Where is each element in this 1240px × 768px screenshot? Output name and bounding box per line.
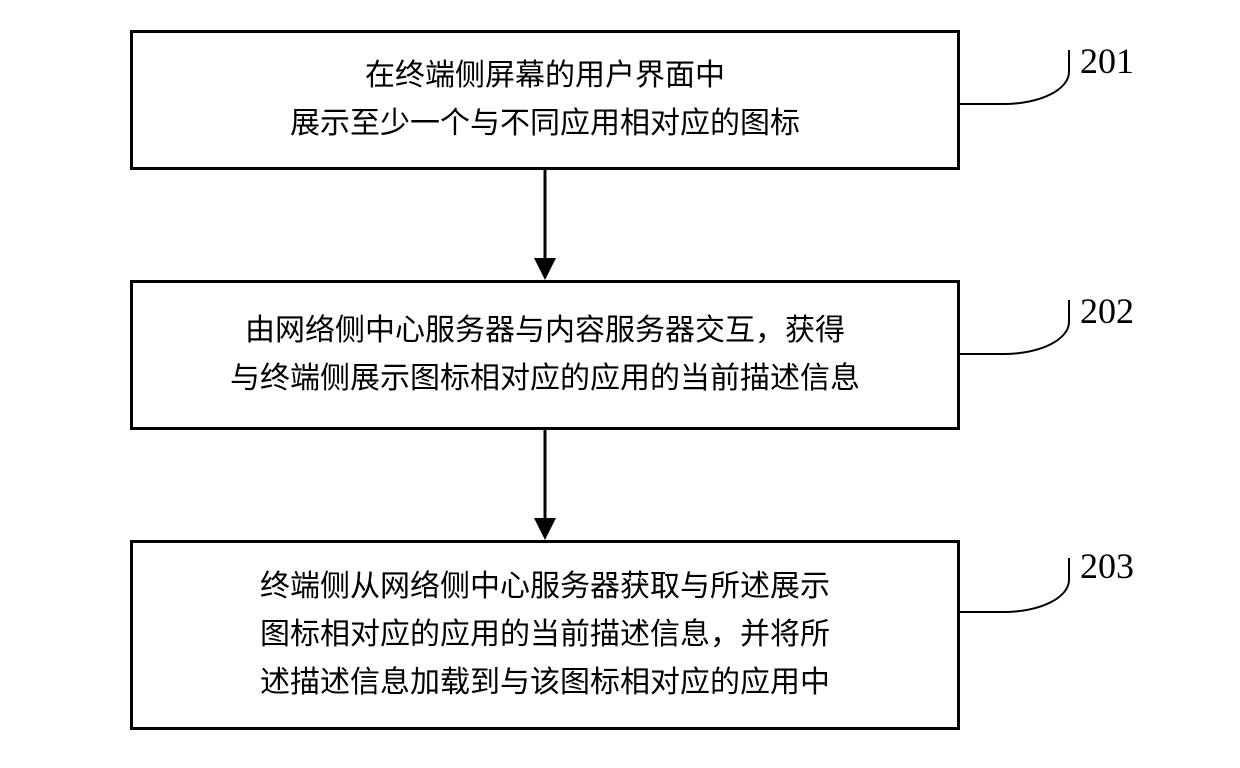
- flow-step-3-text: 终端侧从网络侧中心服务器获取与所述展示 图标相对应的应用的当前描述信息，并将所 …: [260, 563, 830, 707]
- flow-step-2-text: 由网络侧中心服务器与内容服务器交互，获得 与终端侧展示图标相对应的应用的当前描述…: [230, 307, 860, 403]
- flow-step-1-text: 在终端侧屏幕的用户界面中 展示至少一个与不同应用相对应的图标: [290, 52, 800, 148]
- flow-step-1-label: 201: [1080, 40, 1134, 82]
- flow-step-1: 在终端侧屏幕的用户界面中 展示至少一个与不同应用相对应的图标: [130, 30, 960, 170]
- flow-step-2: 由网络侧中心服务器与内容服务器交互，获得 与终端侧展示图标相对应的应用的当前描述…: [130, 280, 960, 430]
- flowchart-canvas: { "flowchart": { "type": "flowchart", "b…: [0, 0, 1240, 768]
- flow-step-3: 终端侧从网络侧中心服务器获取与所述展示 图标相对应的应用的当前描述信息，并将所 …: [130, 540, 960, 730]
- flow-step-2-connector: [960, 300, 1070, 355]
- flow-step-2-label: 202: [1080, 290, 1134, 332]
- flow-step-3-label: 203: [1080, 545, 1134, 587]
- flow-step-1-connector: [960, 50, 1070, 105]
- flow-step-3-connector: [960, 558, 1070, 613]
